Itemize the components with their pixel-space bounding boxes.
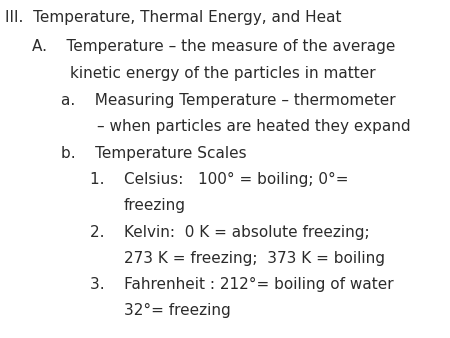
Text: 3.    Fahrenheit : 212°= boiling of water: 3. Fahrenheit : 212°= boiling of water bbox=[90, 277, 394, 292]
Text: 273 K = freezing;  373 K = boiling: 273 K = freezing; 373 K = boiling bbox=[124, 251, 385, 266]
Text: a.    Measuring Temperature – thermometer: a. Measuring Temperature – thermometer bbox=[61, 93, 396, 108]
Text: III.  Temperature, Thermal Energy, and Heat: III. Temperature, Thermal Energy, and He… bbox=[5, 10, 342, 25]
Text: freezing: freezing bbox=[124, 198, 186, 213]
Text: 2.    Kelvin:  0 K = absolute freezing;: 2. Kelvin: 0 K = absolute freezing; bbox=[90, 225, 369, 240]
Text: A.    Temperature – the measure of the average: A. Temperature – the measure of the aver… bbox=[32, 39, 395, 54]
Text: kinetic energy of the particles in matter: kinetic energy of the particles in matte… bbox=[70, 66, 375, 81]
Text: 32°= freezing: 32°= freezing bbox=[124, 303, 230, 318]
Text: 1.    Celsius:   100° = boiling; 0°=: 1. Celsius: 100° = boiling; 0°= bbox=[90, 172, 348, 187]
Text: b.    Temperature Scales: b. Temperature Scales bbox=[61, 146, 247, 161]
Text: – when particles are heated they expand: – when particles are heated they expand bbox=[97, 119, 410, 134]
